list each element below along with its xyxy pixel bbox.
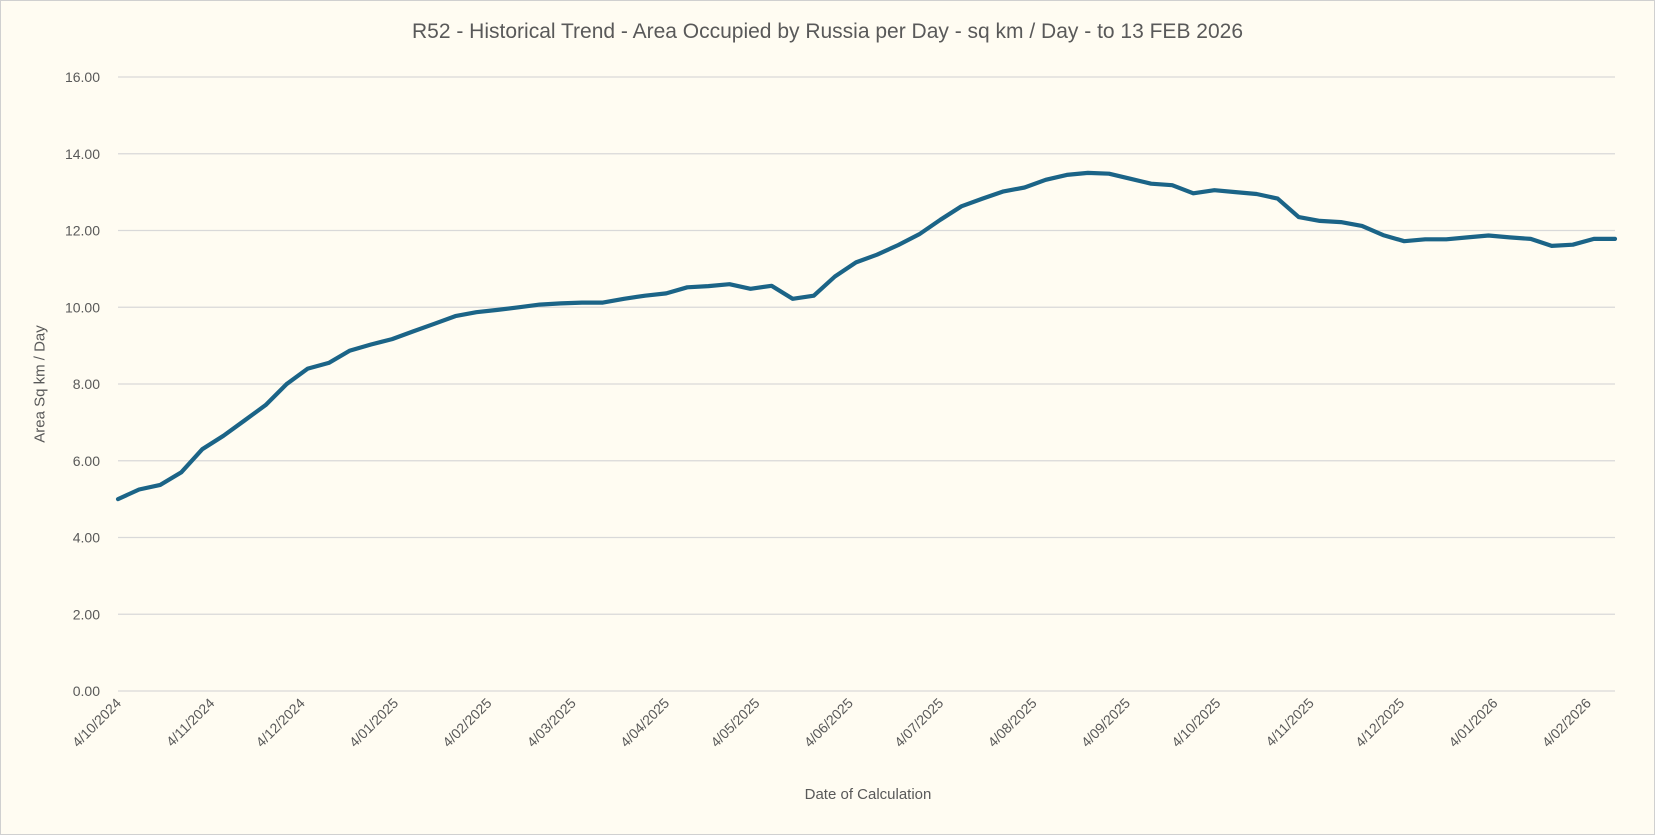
x-tick-label: 4/02/2026 xyxy=(1539,695,1595,751)
x-tick-label: 4/12/2025 xyxy=(1352,695,1408,751)
y-tick-label: 4.00 xyxy=(73,530,100,546)
x-tick-label: 4/10/2024 xyxy=(69,695,125,751)
x-axis-label: Date of Calculation xyxy=(804,786,932,803)
data-series-line xyxy=(115,170,1618,502)
y-tick-label: 12.00 xyxy=(65,223,100,239)
x-tick-label: 4/02/2025 xyxy=(439,695,495,751)
x-tick-label: 4/09/2025 xyxy=(1078,695,1134,751)
x-tick-label: 4/03/2025 xyxy=(524,695,580,751)
x-tick-label: 4/05/2025 xyxy=(707,695,763,751)
x-tick-label: 4/07/2025 xyxy=(891,695,947,751)
y-tick-label: 10.00 xyxy=(65,299,100,315)
y-tick-label: 16.00 xyxy=(65,69,100,85)
x-tick-label: 4/01/2026 xyxy=(1445,695,1501,751)
x-tick-label: 4/10/2025 xyxy=(1168,695,1224,751)
chart-title: R52 - Historical Trend - Area Occupied b… xyxy=(412,20,1243,43)
x-tick-label: 4/06/2025 xyxy=(801,695,857,751)
x-tick-label: 4/01/2025 xyxy=(346,695,402,751)
x-tick-label: 4/11/2024 xyxy=(163,695,218,750)
y-tick-label: 6.00 xyxy=(73,453,100,469)
x-tick-label: 4/04/2025 xyxy=(617,695,673,751)
x-tick-label: 4/08/2025 xyxy=(984,695,1040,751)
y-tick-label: 2.00 xyxy=(73,606,100,622)
y-tick-label: 8.00 xyxy=(73,376,100,392)
x-tick-label: 4/12/2024 xyxy=(252,695,308,751)
x-tick-label: 4/11/2025 xyxy=(1262,695,1317,750)
y-tick-label: 14.00 xyxy=(65,146,100,162)
y-tick-label: 0.00 xyxy=(73,683,100,699)
